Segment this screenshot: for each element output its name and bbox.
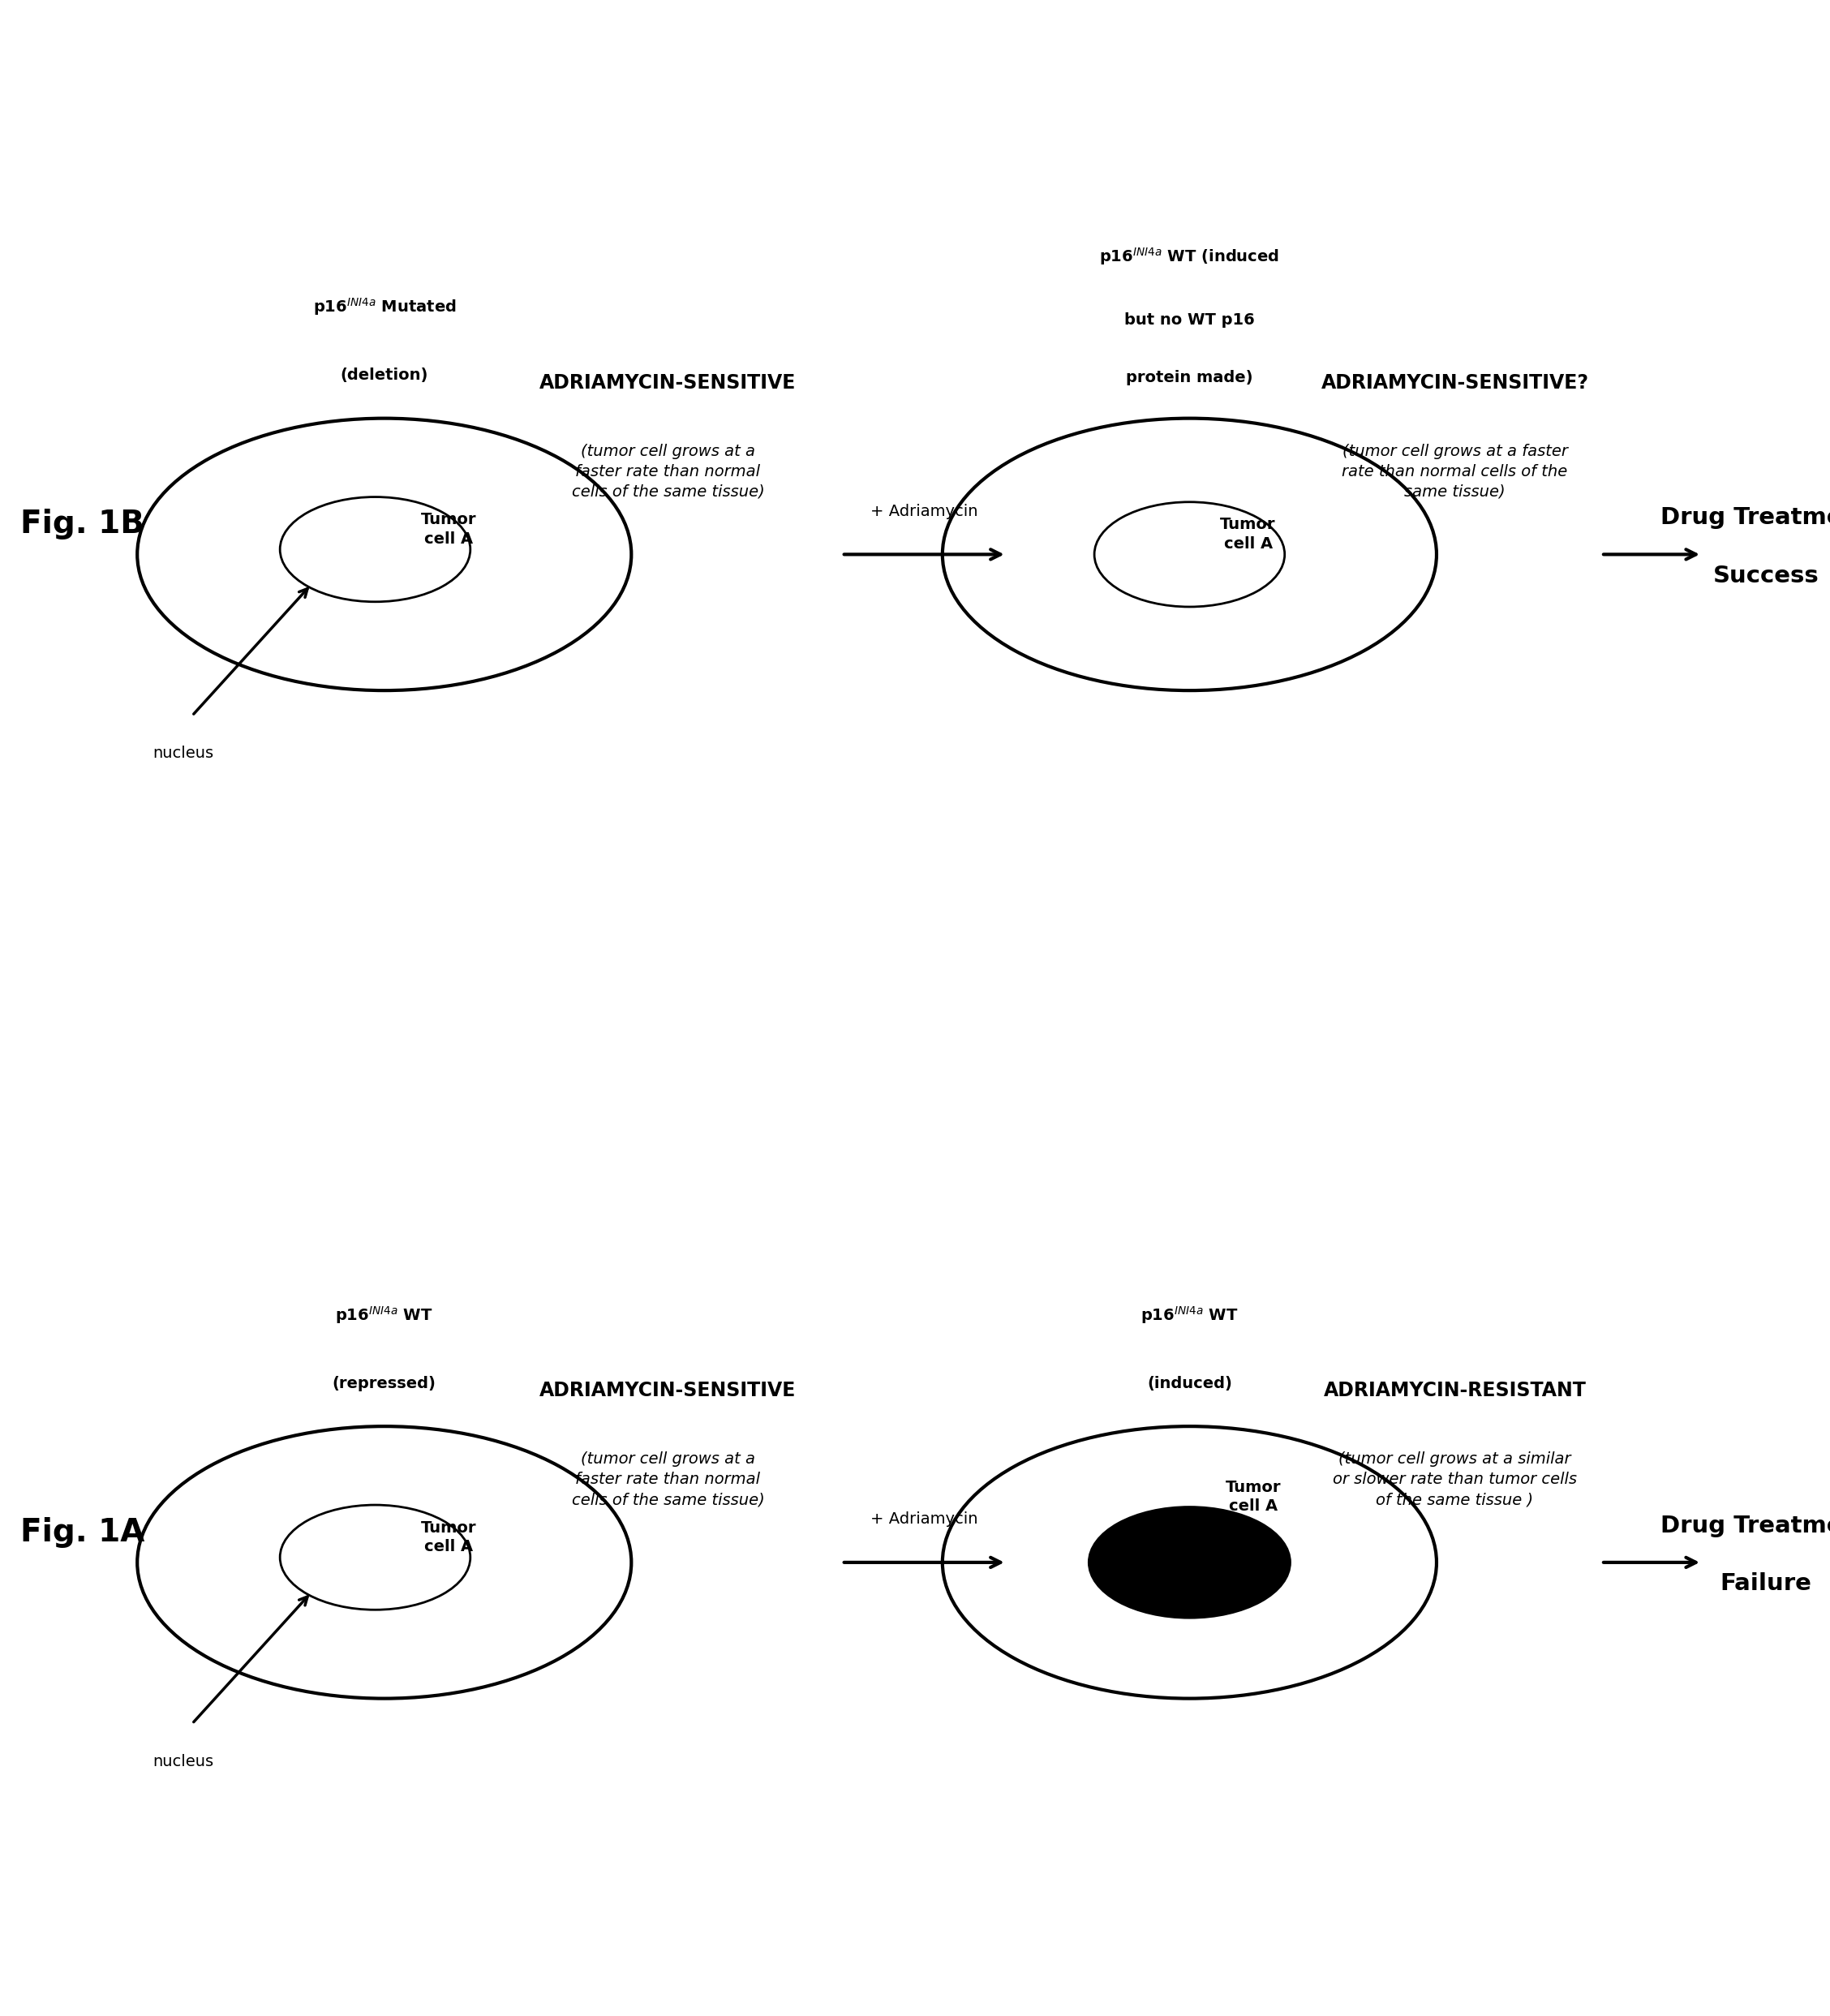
Text: ADRIAMYCIN-SENSITIVE: ADRIAMYCIN-SENSITIVE xyxy=(540,1381,796,1401)
Text: but no WT p16: but no WT p16 xyxy=(1124,312,1255,327)
Text: Fig. 1A: Fig. 1A xyxy=(20,1516,145,1548)
Text: ADRIAMYCIN-SENSITIVE: ADRIAMYCIN-SENSITIVE xyxy=(540,373,796,393)
Text: Drug Treatment: Drug Treatment xyxy=(1662,506,1830,530)
Text: protein made): protein made) xyxy=(1125,369,1254,385)
Text: Tumor
cell A: Tumor cell A xyxy=(421,1520,476,1554)
Circle shape xyxy=(280,496,470,601)
Text: Failure: Failure xyxy=(1720,1572,1812,1595)
Circle shape xyxy=(942,417,1437,689)
Text: Drug Treatment: Drug Treatment xyxy=(1662,1514,1830,1536)
Text: ADRIAMYCIN-SENSITIVE?: ADRIAMYCIN-SENSITIVE? xyxy=(1321,373,1588,393)
Circle shape xyxy=(1094,502,1285,607)
Text: (tumor cell grows at a
faster rate than normal
cells of the same tissue): (tumor cell grows at a faster rate than … xyxy=(571,1452,765,1508)
Circle shape xyxy=(280,1504,470,1609)
Text: ADRIAMYCIN-RESISTANT: ADRIAMYCIN-RESISTANT xyxy=(1323,1381,1587,1401)
Text: nucleus: nucleus xyxy=(152,746,214,762)
Text: Tumor
cell A: Tumor cell A xyxy=(1226,1480,1281,1514)
Text: p16$^{INI4a}$ WT: p16$^{INI4a}$ WT xyxy=(1140,1304,1239,1327)
Text: (induced): (induced) xyxy=(1147,1375,1232,1391)
Circle shape xyxy=(137,417,631,689)
Text: (tumor cell grows at a
faster rate than normal
cells of the same tissue): (tumor cell grows at a faster rate than … xyxy=(571,444,765,500)
Text: Tumor
cell A: Tumor cell A xyxy=(1221,516,1276,552)
Text: Tumor
cell A: Tumor cell A xyxy=(421,512,476,546)
Text: p16$^{INI4a}$ Mutated: p16$^{INI4a}$ Mutated xyxy=(313,296,456,317)
Text: (deletion): (deletion) xyxy=(340,367,428,383)
Text: + Adriamycin: + Adriamycin xyxy=(871,1512,977,1528)
Text: nucleus: nucleus xyxy=(152,1754,214,1770)
Text: + Adriamycin: + Adriamycin xyxy=(871,504,977,520)
Text: p16$^{INI4a}$ WT: p16$^{INI4a}$ WT xyxy=(335,1304,434,1327)
Circle shape xyxy=(137,1427,631,1697)
Circle shape xyxy=(1089,1508,1290,1617)
Text: (repressed): (repressed) xyxy=(333,1375,436,1391)
Text: p16$^{INI4a}$ WT (induced: p16$^{INI4a}$ WT (induced xyxy=(1100,246,1279,266)
Text: (tumor cell grows at a similar
or slower rate than tumor cells
of the same tissu: (tumor cell grows at a similar or slower… xyxy=(1332,1452,1577,1508)
Circle shape xyxy=(942,1427,1437,1697)
Text: Success: Success xyxy=(1713,564,1819,587)
Text: Fig. 1B: Fig. 1B xyxy=(20,508,145,540)
Text: (tumor cell grows at a faster
rate than normal cells of the
same tissue): (tumor cell grows at a faster rate than … xyxy=(1341,444,1568,500)
